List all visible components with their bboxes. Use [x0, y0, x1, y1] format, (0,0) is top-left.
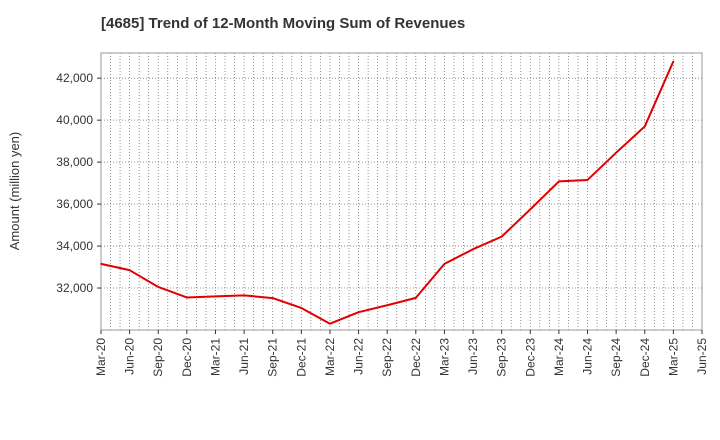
data-point: [529, 208, 532, 211]
x-tick-label: Sep-21: [266, 338, 280, 377]
y-tick-label: 36,000: [56, 197, 93, 211]
x-tick-label: Jun-21: [237, 338, 251, 375]
data-point: [615, 151, 617, 154]
y-tick-label: 32,000: [56, 281, 93, 295]
x-tick-label: Jun-25: [695, 338, 709, 375]
x-tick-label: Mar-21: [208, 338, 222, 376]
data-point: [128, 269, 131, 271]
x-axis: Mar-20 Jun-20 Sep-20 Dec-20 Mar-21 Jun-21 Sep-…: [94, 330, 709, 377]
x-tick-label: Mar-24: [552, 338, 566, 376]
data-point: [357, 311, 360, 313]
y-tick-label: 34,000: [56, 239, 93, 253]
x-tick-label: Sep-22: [380, 338, 394, 377]
y-tick-label: 38,000: [56, 155, 93, 169]
x-tick-label: Mar-25: [666, 338, 680, 376]
chart-title: [4685] Trend of 12-Month Moving Sum of R…: [101, 15, 466, 32]
grid: [100, 53, 703, 330]
y-tick-label: 40,000: [56, 113, 93, 127]
data-point: [243, 294, 245, 297]
data-point: [271, 297, 274, 299]
x-tick-label: Sep-23: [495, 338, 509, 377]
data-point: [186, 296, 188, 299]
x-tick-label: Dec-23: [523, 338, 537, 377]
x-tick-label: Jun-23: [466, 338, 480, 375]
y-axis: 32,000 34,000 36,000 38,000 40,000 42,000: [56, 71, 101, 295]
y-tick-label: 42,000: [56, 71, 93, 85]
data-point: [586, 179, 589, 181]
plot-area-frame: [100, 52, 703, 331]
data-point: [300, 307, 303, 309]
data-point: [443, 263, 446, 265]
data-point: [415, 297, 417, 299]
x-tick-label: Sep-20: [151, 338, 165, 377]
x-tick-label: Jun-24: [581, 338, 595, 375]
x-tick-label: Mar-23: [437, 338, 451, 376]
data-point: [214, 295, 217, 298]
x-tick-label: Mar-22: [323, 338, 337, 376]
data-point: [329, 322, 331, 325]
x-tick-label: Dec-21: [294, 338, 308, 377]
data-point: [558, 180, 560, 183]
data-point: [672, 60, 675, 63]
data-point: [100, 263, 102, 265]
series: [100, 60, 675, 325]
data-point: [157, 286, 160, 288]
x-tick-label: Dec-20: [180, 338, 194, 377]
data-point: [386, 304, 388, 307]
x-tick-label: Jun-22: [352, 338, 366, 375]
x-tick-label: Dec-22: [409, 338, 423, 377]
y-axis-title: Amount (million yen): [7, 132, 22, 251]
data-point: [643, 125, 646, 128]
data-point: [472, 248, 474, 251]
x-tick-label: Mar-20: [94, 338, 108, 376]
x-tick-label: Dec-24: [638, 338, 652, 377]
data-point: [500, 235, 503, 238]
x-tick-label: Sep-24: [609, 338, 623, 377]
x-tick-label: Jun-20: [123, 338, 137, 375]
